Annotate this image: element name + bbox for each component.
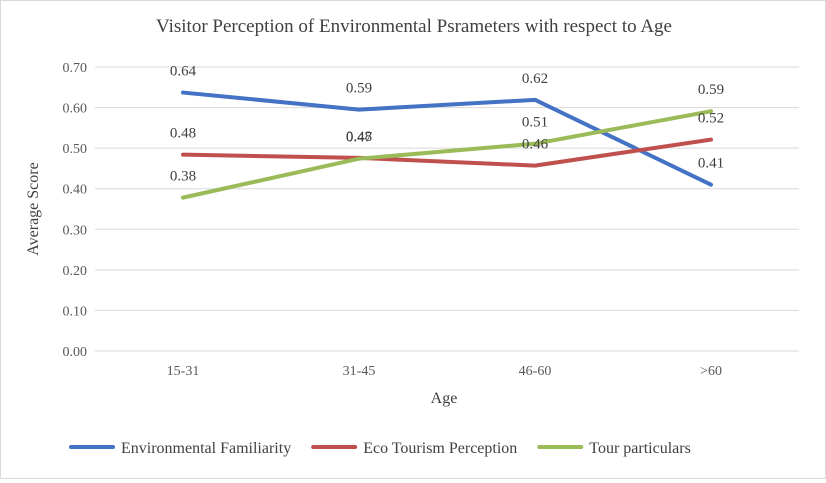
data-label: 0.46 [522,137,549,153]
series-line [181,137,713,168]
data-label: 0.52 [698,111,724,127]
legend-label: Tour particulars [589,440,691,457]
gridlines [95,66,799,352]
y-axis-ticks: 0.00 0.10 0.20 0.30 0.40 0.50 0.60 0.70 [63,61,88,360]
data-label: 0.64 [170,64,197,80]
legend-label: Environmental Familiarity [121,440,291,457]
y-tick-label: 0.00 [63,345,88,360]
legend: Environmental Familiarity Eco Tourism Per… [69,440,691,457]
y-tick-label: 0.20 [63,264,88,279]
x-axis-ticks: 15-31 31-45 46-60 >60 [167,364,722,379]
data-label: 0.62 [522,71,548,87]
y-tick-label: 0.60 [63,102,88,117]
data-label: 0.51 [522,115,548,131]
x-tick-label: 31-45 [343,364,376,379]
series-line [181,109,713,200]
data-label: 0.48 [170,126,196,142]
data-label: 0.38 [170,169,196,185]
data-label: 0.47 [346,130,373,146]
data-label: 0.41 [698,156,724,172]
y-tick-label: 0.40 [63,183,88,198]
series-line [181,90,713,187]
y-axis-title: Average Score [25,162,42,255]
x-axis-title: Age [431,390,458,407]
data-labels: 0.64 0.59 0.62 0.41 0.48 0.48 0.46 0.52 0.38 0.47… [170,64,724,185]
data-label: 0.59 [346,81,372,97]
y-tick-label: 0.70 [63,61,88,76]
y-tick-label: 0.50 [63,142,88,157]
series-lines [181,90,713,200]
chart-title: Visitor Perception of Environmental Psra… [156,16,672,37]
y-tick-label: 0.30 [63,223,88,238]
legend-label: Eco Tourism Perception [363,440,517,457]
data-label: 0.59 [698,82,724,98]
y-tick-label: 0.10 [63,304,88,319]
x-tick-label: 46-60 [519,364,552,379]
x-tick-label: 15-31 [167,364,200,379]
data-label: 0.48 [346,129,372,145]
x-tick-label: >60 [700,364,722,379]
